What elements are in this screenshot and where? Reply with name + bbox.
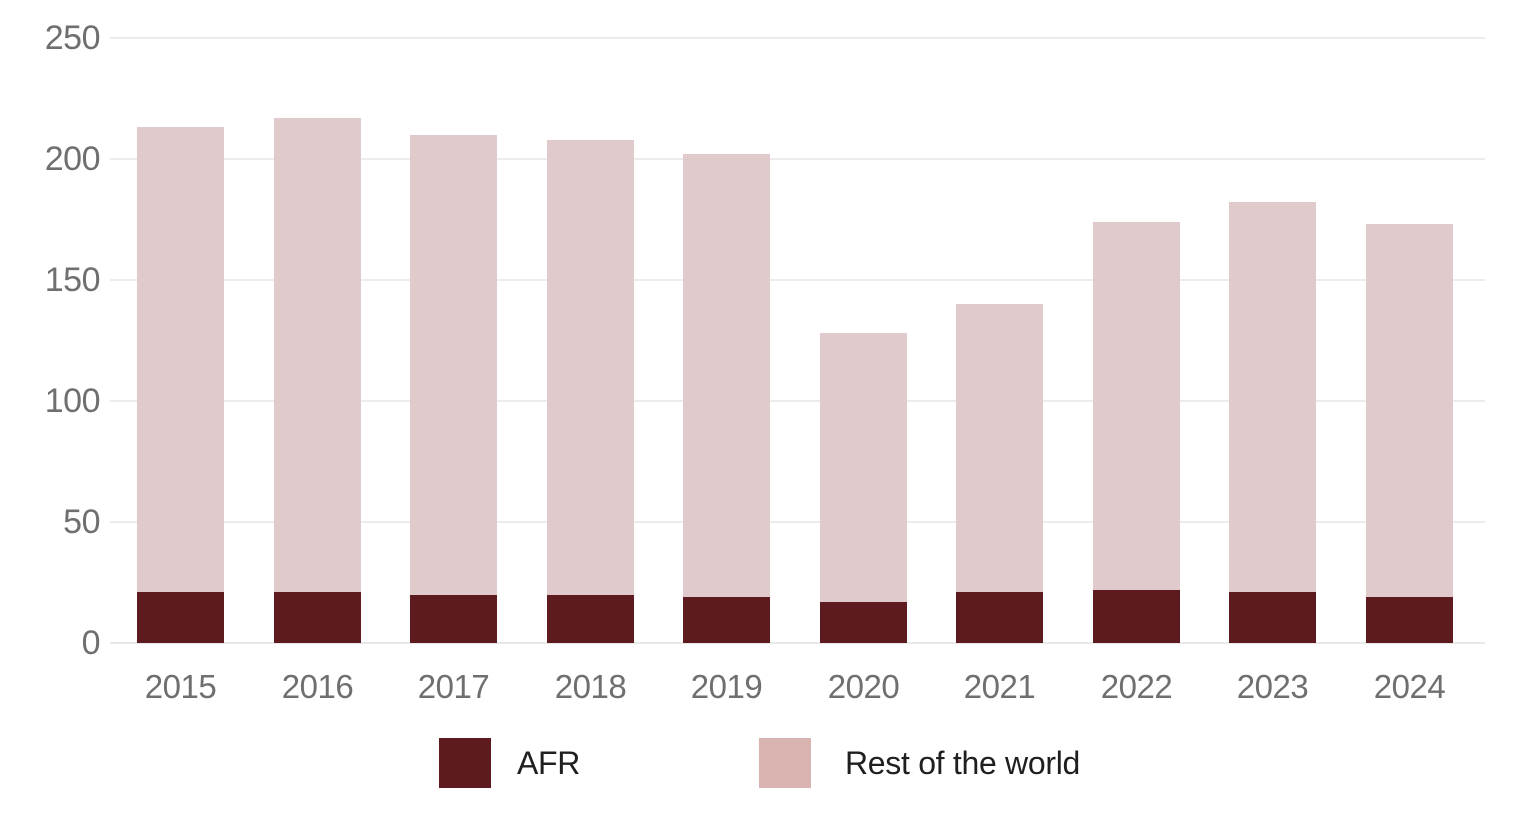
bar-segment-afr-2018: [547, 595, 634, 643]
gridline-100: [110, 400, 1485, 402]
bar-segment-rest-2017: [410, 135, 497, 595]
x-tick-label-2016: 2016: [281, 668, 354, 705]
gridline-150: [110, 279, 1485, 281]
legend-swatch-rest: [759, 738, 811, 788]
y-tick-label-100: 100: [44, 382, 101, 420]
y-tick-label-200: 200: [44, 140, 101, 178]
bar-segment-afr-2022: [1093, 590, 1180, 643]
x-tick-label-2022: 2022: [1100, 668, 1173, 705]
bar-segment-afr-2020: [820, 602, 907, 643]
x-tick-label-2017: 2017: [417, 668, 490, 705]
y-tick-label-0: 0: [81, 624, 101, 662]
x-tick-label-2023: 2023: [1236, 668, 1309, 705]
bar-segment-rest-2024: [1366, 224, 1453, 597]
y-tick-label-50: 50: [63, 503, 100, 541]
bar-segment-rest-2023: [1229, 202, 1316, 592]
bar-segment-rest-2022: [1093, 222, 1180, 590]
gridline-50: [110, 521, 1485, 523]
bar-segment-afr-2016: [274, 592, 361, 643]
y-tick-label-250: 250: [44, 19, 101, 57]
bar-segment-rest-2021: [956, 304, 1043, 592]
x-tick-label-2015: 2015: [144, 668, 217, 705]
bar-segment-afr-2017: [410, 595, 497, 643]
legend-label-afr: AFR: [517, 745, 581, 781]
bar-segment-afr-2023: [1229, 592, 1316, 643]
bar-segment-rest-2020: [820, 333, 907, 602]
bar-segment-afr-2019: [683, 597, 770, 643]
gridline-250: [110, 37, 1485, 39]
x-tick-label-2020: 2020: [827, 668, 900, 705]
x-tick-label-2024: 2024: [1373, 668, 1446, 705]
bar-segment-rest-2019: [683, 154, 770, 597]
bar-segment-rest-2016: [274, 118, 361, 592]
legend-label-rest: Rest of the world: [845, 745, 1081, 781]
gridline-0: [110, 642, 1485, 644]
bar-segment-rest-2018: [547, 140, 634, 595]
gridline-200: [110, 158, 1485, 160]
y-tick-label-150: 150: [44, 261, 101, 299]
bar-segment-afr-2024: [1366, 597, 1453, 643]
legend-swatch-afr: [439, 738, 491, 788]
bar-segment-afr-2015: [137, 592, 224, 643]
x-tick-label-2021: 2021: [963, 668, 1036, 705]
x-tick-label-2019: 2019: [690, 668, 763, 705]
bar-segment-rest-2015: [137, 127, 224, 592]
bar-segment-afr-2021: [956, 592, 1043, 643]
x-tick-label-2018: 2018: [554, 668, 627, 705]
